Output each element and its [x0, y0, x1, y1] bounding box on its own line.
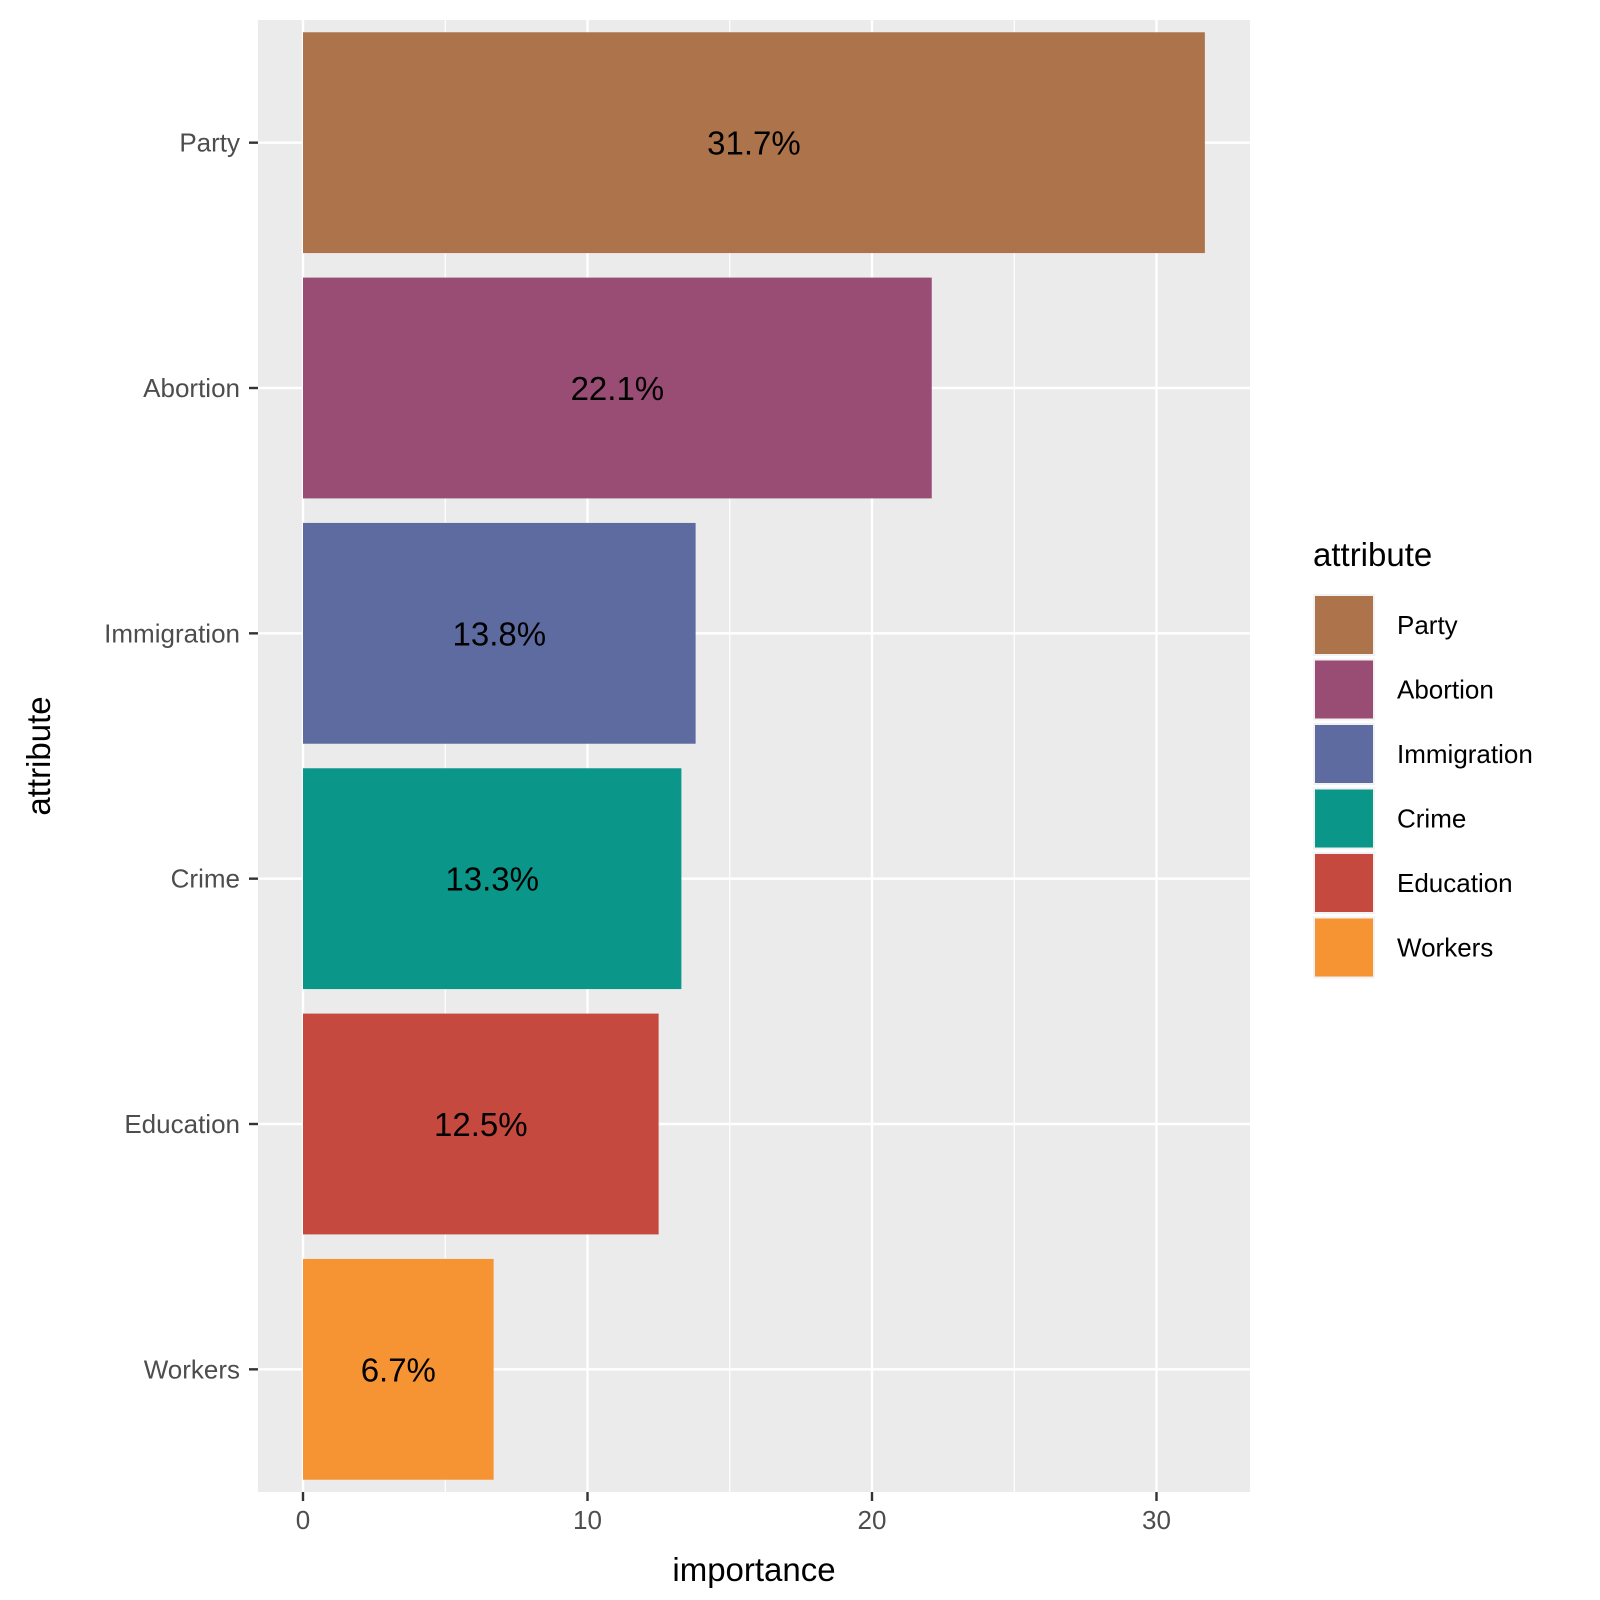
- y-tick-label: Workers: [144, 1354, 240, 1384]
- x-tick-label: 20: [858, 1505, 887, 1535]
- y-tick-label: Crime: [171, 864, 240, 894]
- bar-workers: [303, 1258, 494, 1480]
- y-tick-label: Abortion: [143, 373, 240, 403]
- bar-value-labels: 31.7% 22.1% 13.8% 13.3% 12.5% 6.7%: [361, 125, 801, 1389]
- bar-value-label: 13.3%: [445, 861, 539, 898]
- bars: [303, 32, 1205, 1480]
- legend-title: attribute: [1313, 536, 1432, 573]
- x-axis-title: importance: [672, 1551, 835, 1588]
- x-tick-label: 10: [573, 1505, 602, 1535]
- legend-label: Party: [1397, 610, 1458, 640]
- legend-swatch-abortion: [1315, 660, 1373, 719]
- minor-gridlines: [444, 20, 1015, 1492]
- y-tick-label: Immigration: [104, 618, 240, 648]
- y-tick-label: Education: [124, 1109, 240, 1139]
- legend-swatch-immigration: [1315, 725, 1373, 783]
- bar-value-label: 22.1%: [571, 370, 665, 407]
- bar-abortion: [303, 277, 932, 499]
- legend-label: Abortion: [1397, 675, 1494, 705]
- legend-swatch-party: [1315, 596, 1373, 654]
- bar-value-label: 31.7%: [707, 125, 801, 162]
- x-tick-label: 0: [296, 1505, 310, 1535]
- legend-swatch-crime: [1315, 789, 1373, 848]
- legend-label: Immigration: [1397, 739, 1533, 769]
- bar-education: [303, 1013, 659, 1235]
- y-axis: Party Abortion Immigration Crime Education Wo…: [104, 128, 258, 1384]
- y-axis-title: attribute: [20, 696, 57, 815]
- bar-value-label: 6.7%: [361, 1351, 436, 1388]
- bar-party: [303, 32, 1205, 254]
- legend: attribute Party Abortion Immigration Crime E…: [1313, 536, 1533, 979]
- bar-value-label: 13.8%: [453, 615, 547, 652]
- bar-value-label: 12.5%: [434, 1106, 528, 1143]
- legend-label: Education: [1397, 868, 1513, 898]
- legend-label: Workers: [1397, 933, 1493, 963]
- legend-label: Crime: [1397, 804, 1466, 834]
- legend-swatch-workers: [1315, 918, 1373, 977]
- plot-panel: [258, 20, 1250, 1492]
- legend-swatch-education: [1315, 854, 1373, 912]
- x-axis: 0 10 20 30: [296, 1492, 1171, 1535]
- y-tick-label: Party: [179, 128, 240, 158]
- x-tick-label: 30: [1142, 1505, 1171, 1535]
- bar-immigration: [303, 522, 696, 744]
- bar-crime: [303, 768, 682, 990]
